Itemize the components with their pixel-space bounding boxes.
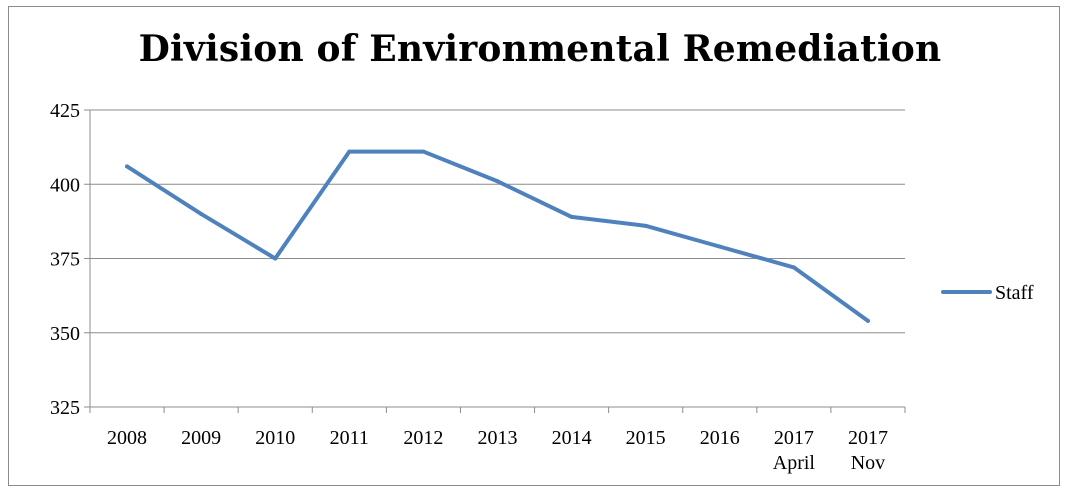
y-tick-label: 425 bbox=[50, 100, 80, 122]
y-tick-label: 325 bbox=[50, 397, 80, 419]
data-point bbox=[347, 149, 352, 154]
chart-frame bbox=[8, 6, 1060, 486]
chart-title: Division of Environmental Remediation bbox=[138, 28, 942, 70]
data-point bbox=[865, 318, 870, 323]
y-tick-label: 375 bbox=[50, 249, 80, 271]
data-point bbox=[569, 214, 574, 219]
y-tick-label: 400 bbox=[50, 174, 80, 196]
data-point bbox=[421, 149, 426, 154]
data-point bbox=[199, 211, 204, 216]
y-axis-ticks: 325 350 375 400 425 bbox=[50, 100, 90, 419]
x-tick-label: 2015 bbox=[626, 427, 666, 449]
x-tick-label: 2014 bbox=[552, 427, 592, 449]
x-tick-label: Nov bbox=[851, 452, 885, 474]
x-tick-label: 2013 bbox=[478, 427, 518, 449]
legend-label: Staff bbox=[995, 282, 1034, 304]
x-axis-ticks: 2008 2009 2010 2011 2012 2013 2014 2015 2016 2017… bbox=[89, 407, 906, 474]
data-point bbox=[495, 179, 500, 184]
data-point bbox=[273, 256, 278, 261]
x-tick-label: 2011 bbox=[330, 427, 369, 449]
x-tick-label: 2010 bbox=[255, 427, 295, 449]
series-line-staff bbox=[125, 149, 870, 323]
x-tick-label: 2017 bbox=[848, 427, 888, 449]
data-point bbox=[791, 265, 796, 270]
legend: Staff bbox=[941, 282, 1034, 304]
y-tick-label: 350 bbox=[50, 323, 80, 345]
data-point bbox=[643, 223, 648, 228]
x-tick-label: 2008 bbox=[107, 427, 147, 449]
x-tick-label: April bbox=[773, 452, 816, 474]
x-tick-label: 2009 bbox=[181, 427, 221, 449]
x-tick-label: 2012 bbox=[403, 427, 443, 449]
x-tick-label: 2017 bbox=[774, 427, 814, 449]
x-tick-label: 2016 bbox=[700, 427, 740, 449]
series-layer bbox=[125, 149, 870, 323]
data-point bbox=[717, 244, 722, 249]
data-point bbox=[125, 164, 130, 169]
